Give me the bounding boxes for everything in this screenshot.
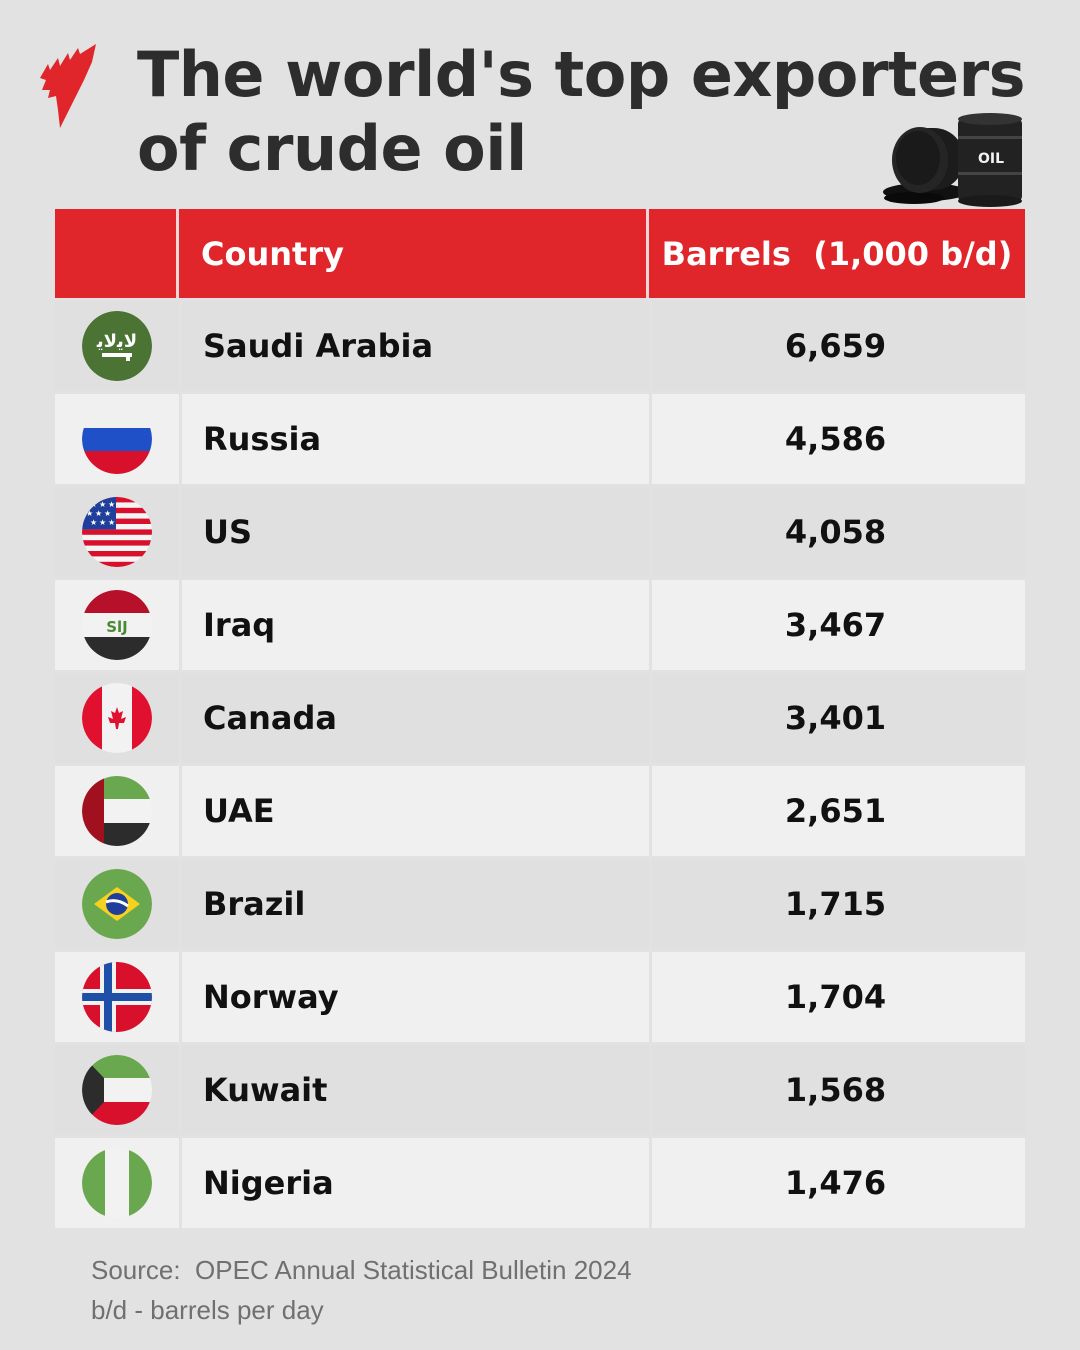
svg-text:★: ★ bbox=[99, 500, 106, 509]
barrels-value: 1,704 bbox=[652, 952, 1025, 1042]
uae-flag-icon bbox=[82, 776, 152, 846]
norway-flag-icon bbox=[82, 962, 152, 1032]
flag-cell bbox=[55, 394, 179, 484]
country-name: Nigeria bbox=[182, 1138, 649, 1228]
russia-flag-icon bbox=[82, 404, 152, 474]
oil-barrels-icon: OIL bbox=[883, 113, 1022, 207]
barrels-value: 4,058 bbox=[652, 487, 1025, 577]
svg-text:★: ★ bbox=[108, 500, 115, 509]
canada-flag-icon bbox=[82, 683, 152, 753]
barrels-value: 1,568 bbox=[652, 1045, 1025, 1135]
table-row: ﻻﻳﻻﻳ Saudi Arabia 6,659 bbox=[55, 301, 1025, 391]
brazil-flag-icon bbox=[82, 869, 152, 939]
country-name: Saudi Arabia bbox=[182, 301, 649, 391]
flag-cell bbox=[55, 859, 179, 949]
flag-cell bbox=[55, 673, 179, 763]
svg-text:SlJ: SlJ bbox=[106, 618, 128, 636]
svg-text:OIL: OIL bbox=[978, 151, 1004, 167]
flag-cell bbox=[55, 1138, 179, 1228]
svg-text:★: ★ bbox=[86, 509, 93, 518]
title-line-1: The world's top exporters bbox=[137, 38, 1026, 111]
us-flag-icon: ★ ★ ★ ★ ★ ★ ★ ★ ★ bbox=[82, 497, 152, 567]
table-header: Country Barrels (1,000 b/d) bbox=[55, 209, 1025, 298]
source-note: Source: OPEC Annual Statistical Bulletin… bbox=[91, 1255, 632, 1285]
nigeria-flag-icon bbox=[82, 1148, 152, 1218]
svg-text:★: ★ bbox=[95, 509, 102, 518]
svg-text:★: ★ bbox=[104, 509, 111, 518]
unit-note: b/d - barrels per day bbox=[91, 1295, 324, 1325]
table-row: Nigeria 1,476 bbox=[55, 1138, 1025, 1228]
barrels-value: 4,586 bbox=[652, 394, 1025, 484]
flag-cell bbox=[55, 766, 179, 856]
barrels-value: 6,659 bbox=[652, 301, 1025, 391]
country-name: Russia bbox=[182, 394, 649, 484]
table-row: Brazil 1,715 bbox=[55, 859, 1025, 949]
flag-cell bbox=[55, 1045, 179, 1135]
table-row: Norway 1,704 bbox=[55, 952, 1025, 1042]
table-row: Canada 3,401 bbox=[55, 673, 1025, 763]
country-name: Canada bbox=[182, 673, 649, 763]
flag-cell: SlJ bbox=[55, 580, 179, 670]
table-row: UAE 2,651 bbox=[55, 766, 1025, 856]
table-row: ★ ★ ★ ★ ★ ★ ★ ★ ★ US 4,058 bbox=[55, 487, 1025, 577]
svg-text:★: ★ bbox=[90, 518, 97, 527]
iraq-flag-icon: SlJ bbox=[82, 590, 152, 660]
barrels-value: 1,715 bbox=[652, 859, 1025, 949]
sbs-logo-icon bbox=[40, 44, 96, 128]
flag-cell bbox=[55, 952, 179, 1042]
svg-text:★: ★ bbox=[90, 500, 97, 509]
country-name: Norway bbox=[182, 952, 649, 1042]
table-row: SlJ Iraq 3,467 bbox=[55, 580, 1025, 670]
table-row: Kuwait 1,568 bbox=[55, 1045, 1025, 1135]
country-name: UAE bbox=[182, 766, 649, 856]
country-name: Kuwait bbox=[182, 1045, 649, 1135]
flag-cell: ﻻﻳﻻﻳ bbox=[55, 301, 179, 391]
svg-text:★: ★ bbox=[99, 518, 106, 527]
svg-text:ﻻﻳﻻﻳ: ﻻﻳﻻﻳ bbox=[96, 331, 137, 352]
footer: Source: OPEC Annual Statistical Bulletin… bbox=[91, 1250, 632, 1330]
country-name: Brazil bbox=[182, 859, 649, 949]
saudi-arabia-flag-icon: ﻻﻳﻻﻳ bbox=[82, 311, 152, 381]
svg-text:★: ★ bbox=[108, 518, 115, 527]
barrels-value: 3,401 bbox=[652, 673, 1025, 763]
header-country: Country bbox=[179, 209, 649, 298]
exporters-table: Country Barrels (1,000 b/d) ﻻﻳﻻﻳ Saudi A… bbox=[55, 209, 1025, 1228]
table-row: Russia 4,586 bbox=[55, 394, 1025, 484]
header-barrels: Barrels (1,000 b/d) bbox=[661, 234, 1013, 273]
barrels-value: 3,467 bbox=[652, 580, 1025, 670]
kuwait-flag-icon bbox=[82, 1055, 152, 1125]
header-flag-column bbox=[55, 209, 179, 298]
page-title: The world's top exporters of crude oil bbox=[137, 38, 1026, 186]
barrels-value: 2,651 bbox=[652, 766, 1025, 856]
flag-cell: ★ ★ ★ ★ ★ ★ ★ ★ ★ bbox=[55, 487, 179, 577]
country-name: Iraq bbox=[182, 580, 649, 670]
title-line-2: of crude oil bbox=[137, 112, 527, 185]
barrels-value: 1,476 bbox=[652, 1138, 1025, 1228]
country-name: US bbox=[182, 487, 649, 577]
